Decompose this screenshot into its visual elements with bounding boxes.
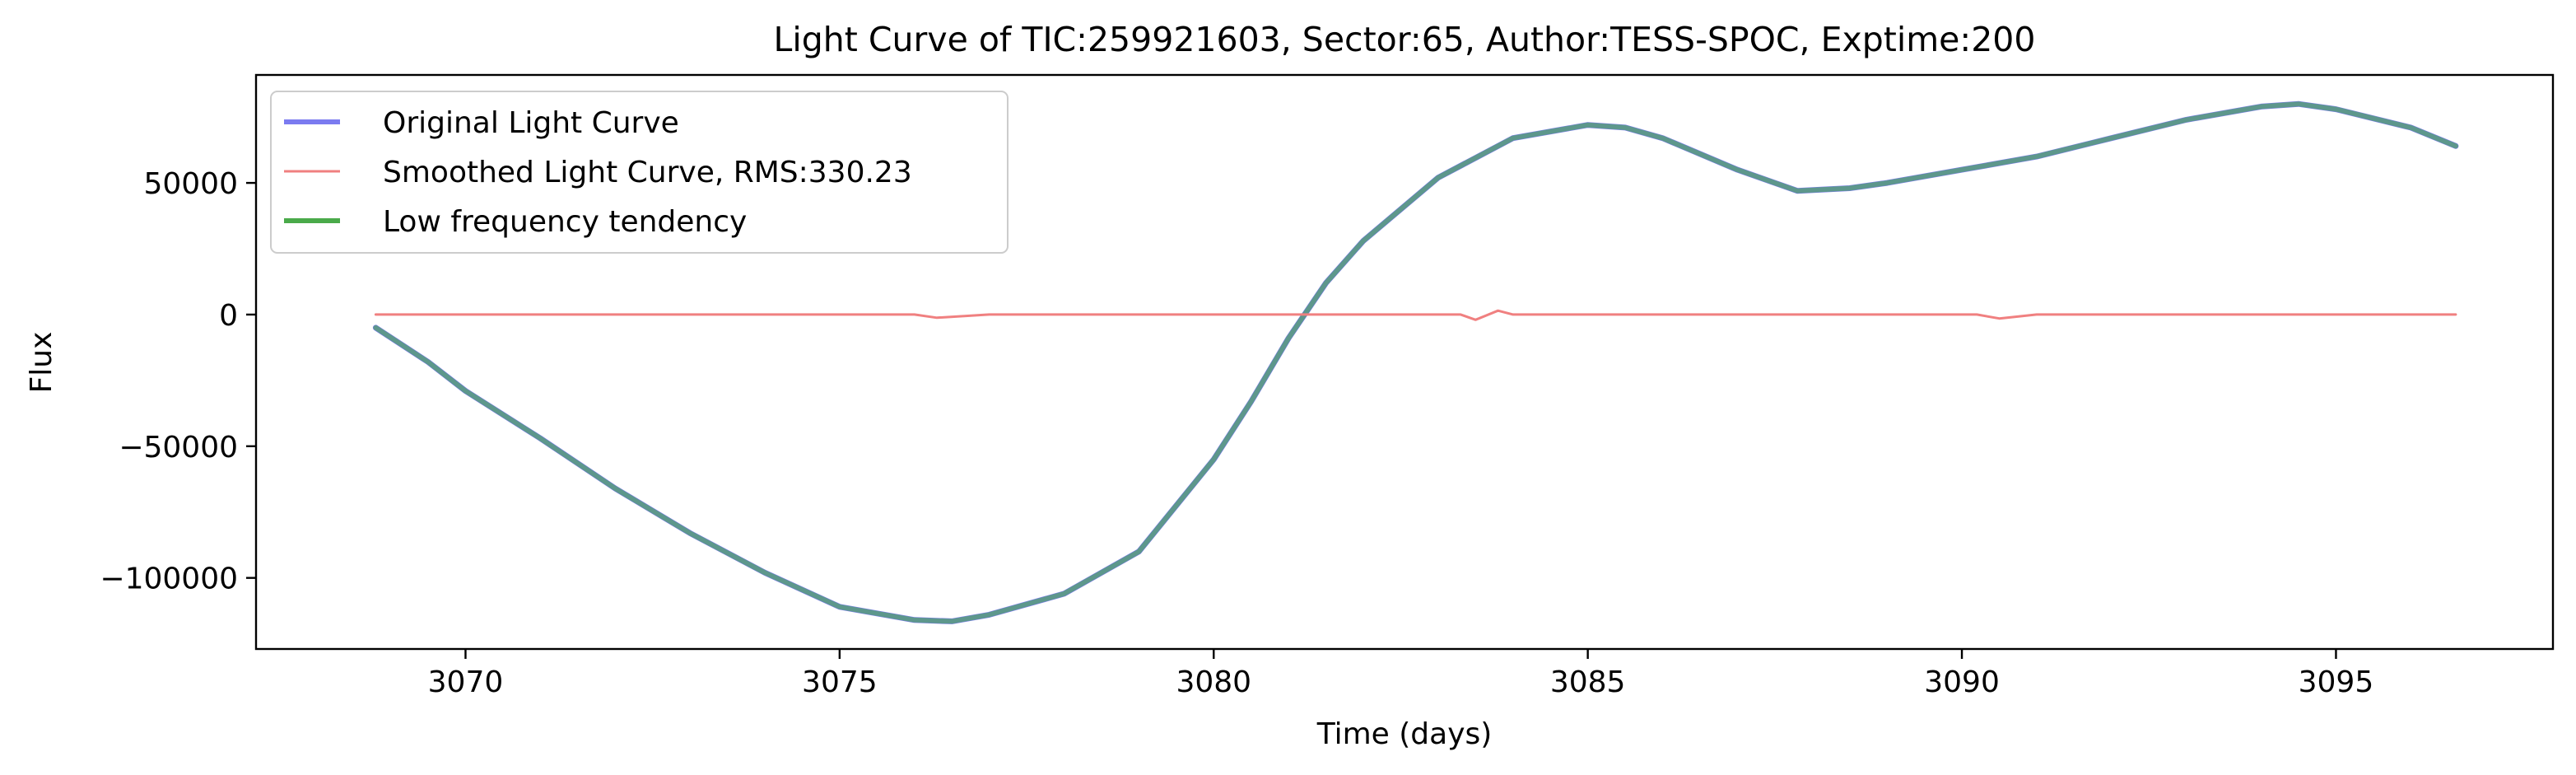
x-tick-label: 3095	[2299, 665, 2374, 699]
x-tick-label: 3070	[428, 665, 504, 699]
chart-title: Light Curve of TIC:259921603, Sector:65,…	[774, 20, 2036, 59]
x-axis: 3070 3075 3080 3085 3090 3095	[428, 649, 2374, 699]
series-line-2	[373, 101, 2458, 624]
x-tick-label: 3080	[1176, 665, 1251, 699]
y-axis-label: Flux	[25, 332, 58, 394]
series-line-1	[374, 309, 2457, 321]
x-axis-label: Time (days)	[1316, 717, 1493, 751]
legend: Original Light Curve Smoothed Light Curve…	[270, 91, 1009, 254]
x-tick-label: 3090	[1924, 665, 2000, 699]
y-tick-label: 50000	[143, 167, 238, 201]
legend-label-2: Low frequency tendency	[383, 205, 747, 239]
x-tick-label: 3075	[802, 665, 878, 699]
y-tick-label: −100000	[100, 563, 238, 596]
y-tick-label: −50000	[119, 431, 238, 465]
legend-label-0: Original Light Curve	[383, 106, 679, 140]
plot-area	[372, 100, 2459, 624]
legend-label-1: Smoothed Light Curve, RMS:330.23	[383, 156, 912, 189]
axes-frame	[254, 73, 2555, 651]
x-tick-label: 3085	[1550, 665, 1626, 699]
legend-frame	[270, 91, 1009, 254]
y-tick-label: 0	[219, 299, 238, 333]
y-axis: −100000 −50000 0 50000	[100, 167, 256, 596]
